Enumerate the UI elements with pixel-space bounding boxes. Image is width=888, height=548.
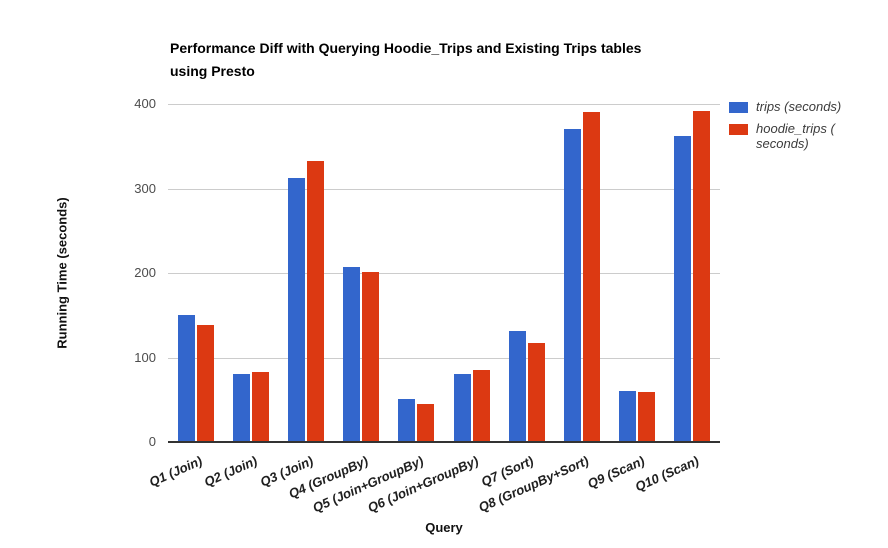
gridline-400 bbox=[168, 104, 720, 105]
plot-area bbox=[168, 104, 720, 443]
legend-item-hoodie_trips[interactable]: hoodie_trips ( seconds) bbox=[729, 121, 868, 151]
bar-hoodie_trips-q2[interactable] bbox=[251, 371, 269, 442]
chart-title: Performance Diff with Querying Hoodie_Tr… bbox=[170, 37, 770, 83]
gridline-100 bbox=[168, 357, 720, 359]
legend-swatch-icon bbox=[729, 124, 748, 135]
y-axis-title: Running Time (seconds) bbox=[54, 197, 70, 349]
bar-trips-q2[interactable] bbox=[232, 374, 250, 442]
y-tick-label-0: 0 bbox=[148, 434, 156, 449]
gridline-300 bbox=[168, 188, 720, 190]
bar-hoodie_trips-q1[interactable] bbox=[196, 325, 214, 442]
bar-hoodie_trips-q3[interactable] bbox=[307, 161, 324, 442]
bar-hoodie_trips-q8[interactable] bbox=[583, 112, 600, 442]
chart-title-line1: Performance Diff with Querying Hoodie_Tr… bbox=[170, 40, 642, 56]
x-axis-line bbox=[168, 441, 720, 443]
bar-hoodie_trips-q10[interactable] bbox=[693, 110, 711, 442]
bar-trips-q3[interactable] bbox=[288, 177, 305, 442]
legend-swatch-icon bbox=[729, 102, 748, 113]
x-tick-label-q2: Q2 (Join) bbox=[202, 453, 260, 490]
legend-item-trips[interactable]: trips (seconds) bbox=[729, 99, 868, 114]
bar-trips-q4[interactable] bbox=[343, 267, 361, 442]
bar-trips-q8[interactable] bbox=[564, 129, 581, 442]
legend: trips (seconds) hoodie_trips ( seconds) bbox=[729, 99, 868, 158]
legend-label: hoodie_trips ( seconds) bbox=[756, 121, 835, 151]
bar-trips-q9[interactable] bbox=[619, 391, 637, 442]
gridline-200 bbox=[168, 273, 720, 274]
bar-hoodie_trips-q7[interactable] bbox=[527, 343, 545, 442]
bar-trips-q1[interactable] bbox=[177, 315, 195, 442]
y-tick-label-100: 100 bbox=[134, 349, 156, 365]
chart-title-line2: using Presto bbox=[170, 63, 255, 79]
bar-hoodie_trips-q5[interactable] bbox=[417, 403, 435, 442]
x-axis-title: Query bbox=[425, 520, 463, 535]
bar-trips-q5[interactable] bbox=[398, 398, 416, 442]
bar-trips-q6[interactable] bbox=[453, 373, 471, 442]
bar-hoodie_trips-q9[interactable] bbox=[638, 392, 656, 442]
bar-trips-q10[interactable] bbox=[674, 136, 692, 442]
x-tick-label-q1: Q1 (Join) bbox=[147, 453, 205, 490]
y-tick-label-200: 200 bbox=[134, 265, 156, 280]
bar-hoodie_trips-q4[interactable] bbox=[362, 272, 380, 442]
y-tick-label-300: 300 bbox=[134, 180, 156, 196]
legend-label: trips (seconds) bbox=[756, 99, 842, 114]
y-tick-label-400: 400 bbox=[134, 96, 156, 111]
bar-hoodie_trips-q6[interactable] bbox=[472, 370, 490, 442]
bar-trips-q7[interactable] bbox=[508, 331, 526, 442]
